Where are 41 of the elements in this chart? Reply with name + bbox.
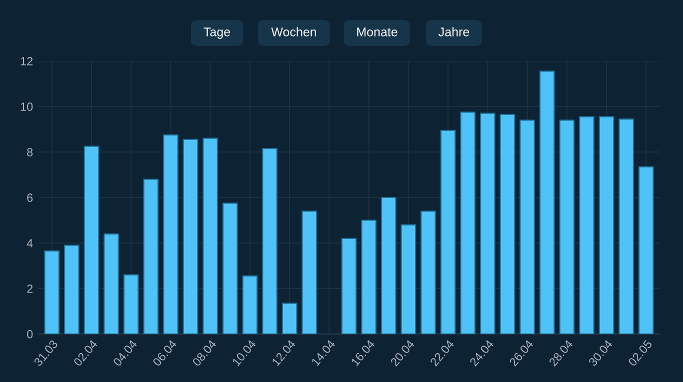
bar bbox=[520, 120, 535, 334]
bar bbox=[262, 148, 278, 334]
bar bbox=[222, 202, 238, 334]
y-tick-label: 12 bbox=[20, 57, 33, 66]
y-tick-label: 8 bbox=[27, 148, 33, 156]
y-tick-label: 10 bbox=[20, 102, 33, 111]
bar bbox=[539, 70, 555, 334]
bar bbox=[64, 244, 80, 334]
y-tick-label: 4 bbox=[26, 239, 33, 248]
bar bbox=[361, 220, 376, 334]
bar bbox=[559, 120, 575, 334]
bar bbox=[618, 118, 634, 334]
bar bbox=[380, 196, 396, 334]
bar bbox=[440, 130, 456, 334]
text: Wochen bbox=[271, 27, 316, 36]
bar bbox=[123, 274, 139, 334]
y-tick-label: 6 bbox=[27, 194, 33, 202]
text: Tage bbox=[204, 28, 230, 39]
bar bbox=[500, 114, 516, 334]
bar bbox=[480, 112, 496, 334]
bar bbox=[163, 134, 178, 334]
bar bbox=[302, 210, 318, 334]
bar bbox=[143, 178, 159, 334]
bar bbox=[242, 275, 258, 334]
bar bbox=[420, 210, 436, 334]
bar bbox=[104, 233, 119, 334]
bar bbox=[460, 112, 476, 334]
bar bbox=[84, 146, 100, 334]
y-tick-label: 0 bbox=[27, 330, 33, 338]
text: Monate bbox=[357, 28, 398, 36]
bar bbox=[579, 116, 594, 334]
bar bbox=[341, 238, 357, 334]
bar bbox=[598, 116, 614, 334]
y-tick-label: 2 bbox=[27, 284, 33, 293]
bar bbox=[202, 138, 218, 334]
bar bbox=[400, 224, 416, 334]
bar bbox=[182, 138, 198, 334]
text: Jahre bbox=[438, 27, 470, 36]
bar bbox=[282, 302, 298, 334]
bar bbox=[638, 166, 654, 334]
bar bbox=[44, 250, 60, 334]
